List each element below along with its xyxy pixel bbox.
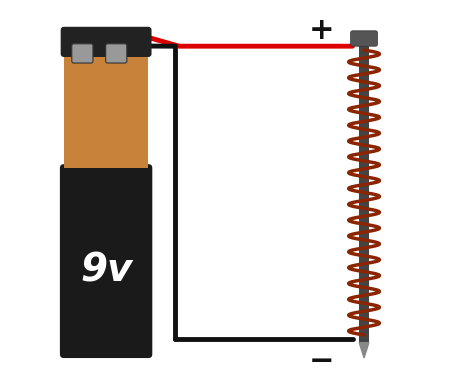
Text: −: − [309,347,335,377]
FancyBboxPatch shape [106,44,127,63]
FancyBboxPatch shape [61,27,152,57]
Text: 9v: 9v [80,251,132,290]
FancyBboxPatch shape [72,44,93,63]
Bar [64,54,148,168]
Polygon shape [359,343,369,358]
FancyBboxPatch shape [351,31,377,46]
FancyBboxPatch shape [60,164,152,358]
Text: +: + [309,16,335,45]
Bar [359,38,369,343]
